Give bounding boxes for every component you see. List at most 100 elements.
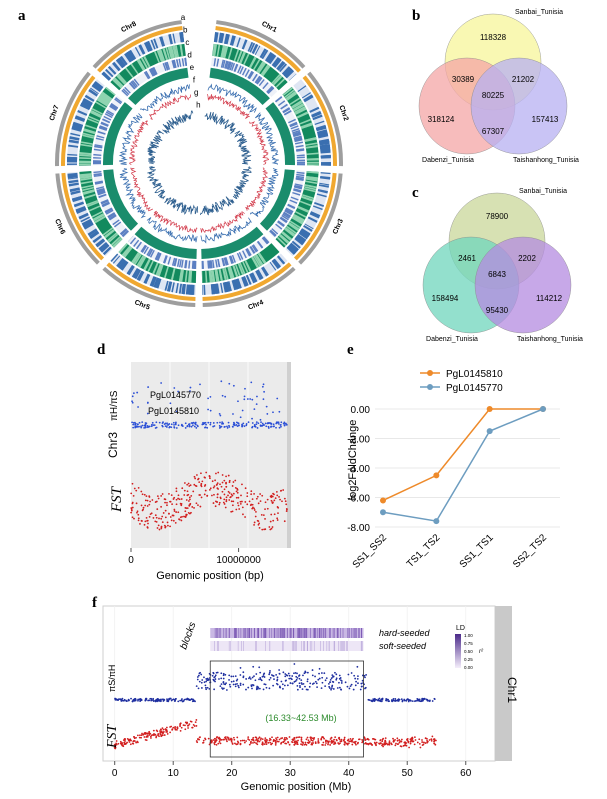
fst-point — [220, 485, 223, 488]
fst-point — [379, 739, 382, 741]
heat-mark — [93, 160, 102, 162]
fst-point — [234, 486, 237, 489]
fst-point — [235, 508, 238, 511]
fst-point — [358, 738, 361, 741]
fst-point — [130, 509, 133, 512]
fst-point — [139, 734, 141, 737]
fst-point — [132, 742, 135, 745]
heat-mark — [105, 208, 113, 214]
fst-point — [137, 519, 140, 522]
heat-mark — [248, 71, 255, 80]
heat-mark — [309, 107, 320, 113]
heat-mark — [295, 236, 305, 245]
pi-point — [344, 681, 347, 684]
fst-point — [348, 740, 351, 743]
pi-point — [278, 673, 281, 675]
fst-point — [160, 505, 162, 508]
track-b-chr6 — [67, 172, 113, 257]
pi-point — [250, 381, 253, 384]
series-point — [433, 518, 440, 525]
heat-mark — [294, 183, 303, 187]
pi-point — [268, 671, 271, 674]
fst-point — [145, 736, 148, 738]
fst-point — [271, 526, 274, 528]
fst-point — [237, 496, 240, 499]
heat-mark — [259, 48, 267, 59]
fst-point — [384, 737, 387, 739]
heat-mark — [267, 53, 276, 64]
fst-point — [264, 739, 267, 741]
facet-strip — [287, 362, 291, 548]
pi-point — [218, 427, 221, 429]
pi-point — [257, 422, 260, 425]
x-tick-label: 0 — [128, 555, 134, 566]
pi-point — [224, 673, 227, 676]
fst-point — [192, 723, 195, 726]
pi-point — [425, 698, 428, 701]
heat-mark — [126, 51, 134, 61]
heat-mark — [137, 270, 145, 282]
heat-mark — [71, 123, 83, 130]
pi-point — [316, 686, 318, 689]
fst-point — [296, 741, 299, 744]
heat-mark — [179, 44, 184, 57]
fst-point — [154, 501, 157, 503]
fst-point — [300, 738, 303, 741]
fst-point — [278, 496, 280, 498]
heat-mark — [316, 193, 327, 198]
heat-mark — [306, 161, 319, 164]
fst-point — [129, 743, 132, 746]
venn-region-b: 318124 — [428, 115, 455, 124]
heat-mark — [68, 139, 79, 144]
fst-point — [371, 737, 374, 740]
heat-mark — [296, 163, 305, 165]
heat-mark — [215, 259, 218, 268]
fst-point — [218, 739, 221, 741]
fst-point — [355, 743, 357, 746]
fst-point — [432, 738, 435, 741]
heat-mark — [175, 283, 179, 294]
pi-point — [352, 688, 355, 691]
pi-point — [144, 423, 147, 426]
fst-point — [384, 740, 387, 743]
pi-point — [262, 398, 265, 401]
track-g-line — [118, 113, 143, 165]
heat-mark — [120, 261, 129, 271]
fst-point — [146, 526, 149, 529]
pi-point — [132, 421, 135, 424]
heat-mark — [287, 223, 299, 232]
fst-point — [225, 482, 227, 485]
heat-mark — [272, 259, 281, 269]
y-axis-title-e: log2FoldChange — [347, 420, 359, 501]
track-g-line-red — [200, 211, 245, 233]
heat-mark — [231, 62, 236, 71]
heat-mark — [294, 184, 303, 189]
heat-mark — [275, 223, 283, 230]
pi-point — [394, 698, 397, 700]
fst-point — [158, 528, 161, 531]
pi-point — [379, 700, 382, 703]
track-g-line-red — [129, 120, 149, 165]
heat-mark — [70, 132, 81, 137]
fst-point — [172, 519, 175, 522]
fst-point — [187, 511, 190, 514]
heat-mark — [84, 94, 95, 102]
pi-point — [228, 382, 231, 385]
pi-point — [299, 684, 301, 687]
fst-point — [167, 524, 169, 527]
heat-mark — [84, 124, 97, 130]
fst-point — [269, 520, 272, 523]
heat-mark — [293, 214, 305, 222]
pi-point — [263, 390, 265, 393]
pi-point — [235, 679, 238, 682]
fst-point — [214, 479, 216, 482]
fst-point — [136, 510, 139, 513]
fst-point — [234, 742, 236, 745]
heat-mark — [105, 68, 114, 78]
pi-point — [428, 700, 431, 703]
fst-point — [325, 742, 327, 744]
pi-point — [276, 679, 279, 682]
track-e-chr6 — [103, 169, 139, 231]
pi-point — [162, 698, 165, 701]
fst-point — [334, 736, 337, 739]
